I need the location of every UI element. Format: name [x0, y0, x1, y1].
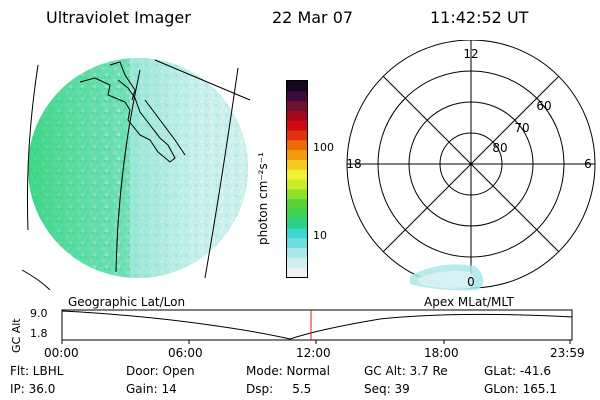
- timeline-ytick-1-8: 1.8: [30, 327, 48, 340]
- info-filter: Flt: LBHL: [10, 364, 64, 378]
- info-gc-alt: GC Alt: 3.7 Re: [364, 364, 448, 378]
- polar-plot: 12 18 6 0 60 70 80: [346, 40, 596, 291]
- colorbar-segment: [287, 247, 307, 258]
- colorbar-segment: [287, 188, 307, 200]
- info-glat: GLat: -41.6: [484, 364, 551, 378]
- colorbar-tick-100: 100: [313, 141, 334, 154]
- info-dsp: Dsp: 5.5: [246, 382, 312, 396]
- info-seq: Seq: 39: [364, 382, 410, 396]
- mlt-label-0: 0: [467, 275, 475, 289]
- lat-label-80: 80: [492, 141, 507, 155]
- colorbar-segment: [287, 257, 307, 268]
- colorbar-segment: [287, 100, 307, 111]
- colorbar-segment: [287, 179, 307, 190]
- colorbar-segment: [287, 267, 307, 278]
- color-bar: [286, 80, 308, 278]
- colorbar-segment: [287, 159, 307, 170]
- timeline-ytick-9: 9.0: [30, 307, 48, 320]
- colorbar-segment: [287, 228, 307, 239]
- colorbar-segment: [287, 198, 307, 209]
- info-glon: GLon: 165.1: [484, 382, 557, 396]
- info-ip: IP: 36.0: [10, 382, 56, 396]
- colorbar-segment: [287, 110, 307, 121]
- info-gain: Gain: 14: [126, 382, 177, 396]
- timeline-xtick-0600: 06:00: [168, 346, 203, 360]
- date-label: 22 Mar 07: [272, 8, 354, 27]
- colorbar-unit-label: photon cm⁻²s⁻¹: [256, 152, 270, 245]
- colorbar-segment: [287, 237, 307, 249]
- mlt-label-18: 18: [346, 157, 361, 171]
- colorbar-segment: [287, 120, 307, 131]
- mlt-label-12: 12: [463, 47, 478, 61]
- colorbar-segment: [287, 208, 307, 219]
- colorbar-segment: [287, 149, 307, 160]
- colorbar-segment: [287, 81, 307, 92]
- colorbar-tick-10: 10: [313, 229, 327, 242]
- lat-label-70: 70: [514, 121, 529, 135]
- mlt-label-6: 6: [584, 157, 592, 171]
- timeline-plot: [61, 309, 573, 344]
- timeline-xtick-1200: 12:00: [296, 346, 331, 360]
- timeline-left-label: Geographic Lat/Lon: [68, 295, 186, 309]
- info-door: Door: Open: [126, 364, 195, 378]
- colorbar-segment: [287, 218, 307, 229]
- timeline-right-label: Apex MLat/MLT: [424, 295, 514, 309]
- colorbar-segment: [287, 90, 307, 102]
- timeline-axis-title: GC Alt: [10, 318, 23, 353]
- app-title: Ultraviolet Imager: [46, 8, 191, 27]
- timeline-xtick-0000: 00:00: [44, 346, 79, 360]
- timeline-xtick-1800: 18:00: [424, 346, 459, 360]
- timeline-xtick-2359: 23:59: [550, 346, 585, 360]
- lat-label-60: 60: [536, 99, 551, 113]
- geographic-image: [21, 58, 251, 290]
- colorbar-segment: [287, 130, 307, 141]
- time-label: 11:42:52 UT: [430, 8, 529, 27]
- colorbar-segment: [287, 169, 307, 180]
- colorbar-segment: [287, 139, 307, 151]
- info-mode: Mode: Normal: [246, 364, 330, 378]
